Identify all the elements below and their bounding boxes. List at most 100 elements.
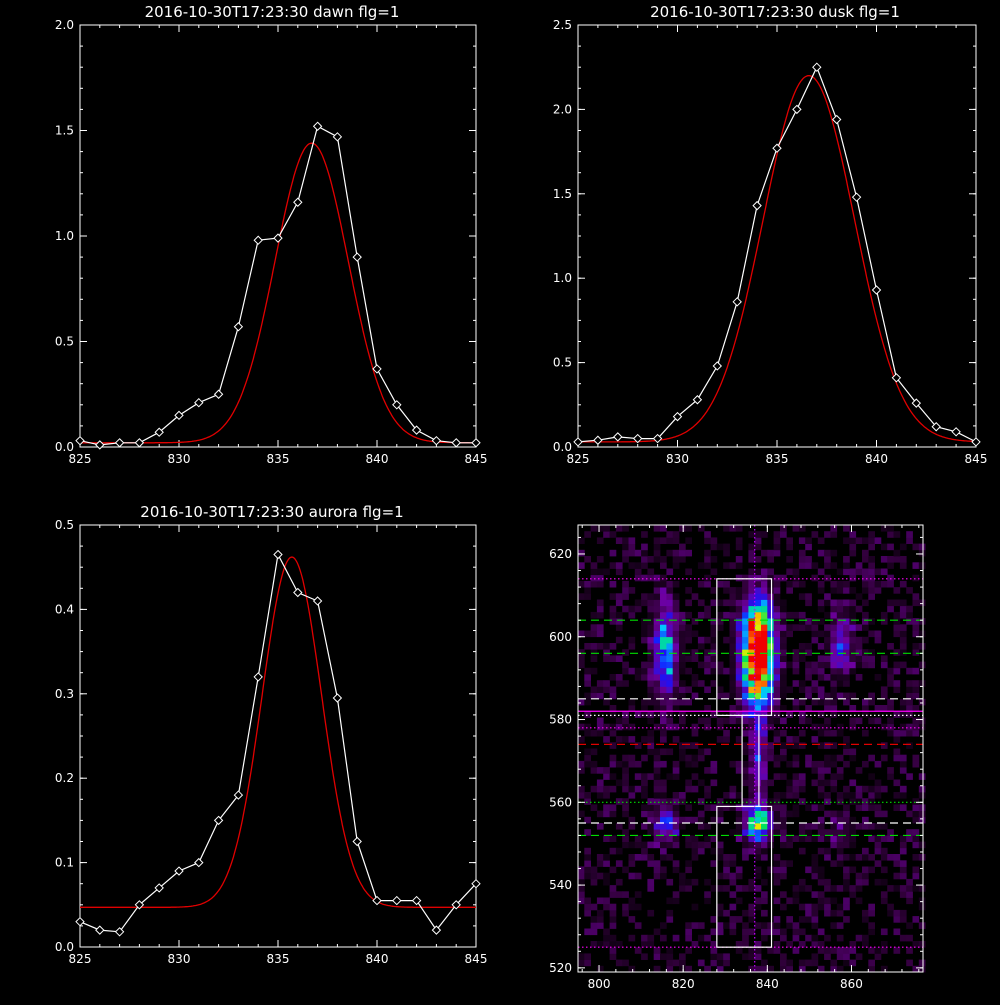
image-ytick-label: 540 (549, 878, 572, 892)
dusk-ytick-label: 1.0 (553, 271, 572, 285)
aurora-xtick-label: 825 (69, 952, 92, 966)
heatmap-cell (578, 580, 585, 588)
heatmap-cell (691, 618, 699, 625)
heatmap-cell (824, 562, 831, 569)
heatmap-cell (773, 928, 781, 936)
heatmap-cell (748, 611, 756, 619)
heatmap-cell (584, 909, 591, 917)
heatmap-cell (880, 847, 888, 855)
heatmap-cell (748, 556, 756, 563)
heatmap-cell (578, 736, 585, 743)
heatmap-cell (880, 611, 888, 619)
heatmap-cell (735, 792, 743, 799)
heatmap-cell (880, 878, 888, 886)
heatmap-cell (672, 599, 680, 607)
heatmap-cell (855, 854, 863, 861)
heatmap-cell (735, 698, 743, 706)
heatmap-cell (912, 835, 920, 842)
heatmap-cell (647, 934, 655, 942)
heatmap-cell (584, 729, 591, 737)
heatmap-cell (685, 667, 692, 675)
heatmap-cell (899, 580, 907, 588)
heatmap-cell (603, 835, 610, 842)
heatmap-cell (590, 568, 598, 576)
heatmap-cell (893, 587, 901, 594)
heatmap-cell (811, 872, 819, 880)
heatmap-cell (754, 692, 762, 700)
dusk-data-point (931, 422, 941, 432)
heatmap-cell (578, 891, 585, 898)
heatmap-cell (887, 729, 894, 737)
heatmap-cell (849, 835, 857, 842)
heatmap-cell (590, 941, 598, 948)
heatmap-cell (887, 717, 894, 725)
heatmap-cell (773, 754, 781, 762)
heatmap-cell (761, 655, 768, 662)
heatmap-cell (716, 624, 724, 631)
heatmap-cell (742, 835, 749, 842)
heatmap-cell (824, 829, 831, 836)
heatmap-cell (748, 593, 756, 600)
heatmap-cell (798, 643, 806, 650)
heatmap-cell (584, 847, 591, 855)
heatmap-cell (653, 823, 661, 830)
heatmap-cell (672, 680, 680, 687)
heatmap-cell (792, 785, 800, 793)
heatmap-cell (786, 556, 793, 563)
heatmap-cell (874, 835, 882, 842)
heatmap-cell (862, 878, 869, 886)
heatmap-cell (830, 810, 838, 818)
heatmap-cell (653, 723, 661, 731)
heatmap-cell (874, 785, 882, 793)
heatmap-cell (672, 611, 680, 619)
heatmap-cell (805, 959, 812, 967)
heatmap-cell (754, 847, 762, 855)
heatmap-cell (918, 816, 926, 824)
heatmap-cell (590, 686, 598, 693)
heatmap-cell (843, 835, 850, 842)
heatmap-cell (824, 953, 831, 960)
heatmap-cell (716, 804, 724, 811)
heatmap-cell (862, 804, 869, 811)
heatmap-cell (893, 649, 901, 656)
heatmap-cell (849, 717, 857, 725)
heatmap-cell (893, 804, 901, 811)
heatmap-cell (622, 779, 629, 787)
heatmap-cell (742, 773, 749, 780)
aurora-ytick-label: 0.0 (55, 940, 74, 954)
heatmap-cell (761, 531, 768, 538)
heatmap-cell (748, 680, 756, 687)
heatmap-cell (641, 934, 648, 942)
heatmap-cell (578, 897, 585, 905)
heatmap-cell (634, 605, 642, 613)
heatmap-cell (603, 531, 610, 538)
heatmap-cell (660, 605, 667, 613)
dawn-ytick-label: 1.5 (55, 124, 74, 138)
heatmap-cell (603, 655, 610, 662)
dusk-gaussian-fit-line (578, 74, 977, 443)
heatmap-cell (660, 698, 667, 706)
heatmap-cell (748, 661, 756, 669)
heatmap-cell (742, 798, 749, 805)
heatmap-cell (742, 823, 749, 830)
heatmap-cell (735, 661, 743, 669)
heatmap-cell (830, 711, 838, 718)
heatmap-cell (748, 785, 756, 793)
heatmap-cell (887, 767, 894, 774)
heatmap-cell (578, 767, 585, 774)
heatmap-cell (735, 587, 743, 594)
heatmap-cell (666, 643, 674, 650)
heatmap-cell (634, 711, 642, 718)
aurora-axes-frame (79, 524, 477, 948)
heatmap-cell (899, 872, 907, 880)
heatmap-cell (773, 549, 781, 557)
heatmap-cell (899, 860, 907, 867)
heatmap-cell (836, 816, 844, 824)
heatmap-cell (584, 593, 591, 600)
heatmap-cell (811, 736, 819, 743)
heatmap-cell (887, 909, 894, 917)
heatmap-cell (773, 916, 781, 923)
heatmap-cell (615, 779, 623, 787)
heatmap-cell (754, 661, 762, 669)
heatmap-cell (735, 593, 743, 600)
